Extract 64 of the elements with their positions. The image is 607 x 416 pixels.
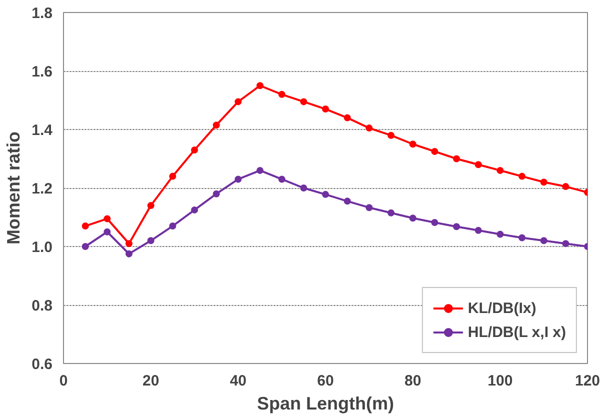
point <box>366 124 373 132</box>
point <box>147 202 154 210</box>
point <box>474 161 482 168</box>
point <box>562 240 570 248</box>
point <box>278 176 286 183</box>
point <box>344 114 351 122</box>
point <box>409 214 416 222</box>
point <box>212 190 220 198</box>
y-tick-label: 1.4 <box>32 122 54 139</box>
point <box>409 140 416 148</box>
point <box>234 176 242 183</box>
point <box>322 106 329 113</box>
point <box>453 155 460 162</box>
point <box>169 172 176 180</box>
point <box>256 166 264 174</box>
x-axis-title: Span Length(m) <box>257 394 394 414</box>
legend-label: KL/DB(Ix) <box>468 300 536 316</box>
point <box>104 215 111 222</box>
x-tick-label: 100 <box>488 372 513 390</box>
x-tick-label: 20 <box>142 372 160 390</box>
point <box>278 90 286 98</box>
point <box>518 234 526 242</box>
y-tick-label: 1.2 <box>32 180 53 198</box>
point <box>366 204 373 212</box>
point <box>256 82 264 90</box>
x-tick-label: 80 <box>404 372 422 390</box>
point <box>169 222 176 230</box>
point <box>191 146 198 154</box>
point <box>234 98 242 106</box>
point <box>191 206 198 214</box>
point <box>344 198 351 205</box>
point <box>518 172 526 180</box>
point <box>82 222 89 230</box>
point <box>540 178 548 186</box>
y-tick-label: 1.6 <box>32 64 53 80</box>
x-tick-label: 0 <box>59 372 68 390</box>
point <box>322 190 329 198</box>
point <box>126 250 132 258</box>
point <box>540 237 548 244</box>
point <box>300 98 308 106</box>
point <box>562 183 570 190</box>
point <box>496 166 504 174</box>
x-tick-label: 60 <box>317 372 334 390</box>
point <box>474 226 482 234</box>
point <box>104 228 111 236</box>
x-tick-label: 40 <box>230 372 247 390</box>
point <box>388 132 394 139</box>
y-tick-label: 1.8 <box>32 5 53 22</box>
point <box>431 219 438 226</box>
legend-label: HL/DB(L x,I x) <box>468 324 566 340</box>
point <box>126 240 132 248</box>
point <box>431 148 438 155</box>
y-axis-title: Moment ratio <box>4 131 24 244</box>
point <box>496 230 504 238</box>
point <box>388 209 394 216</box>
point <box>212 122 220 129</box>
point <box>300 184 308 192</box>
y-tick-label: 1.0 <box>32 239 53 256</box>
x-tick-label: 120 <box>574 372 600 390</box>
point <box>82 243 89 250</box>
point <box>147 237 154 244</box>
y-tick-label: 0.8 <box>32 298 53 314</box>
point <box>453 223 460 230</box>
y-tick-label: 0.6 <box>32 356 53 373</box>
